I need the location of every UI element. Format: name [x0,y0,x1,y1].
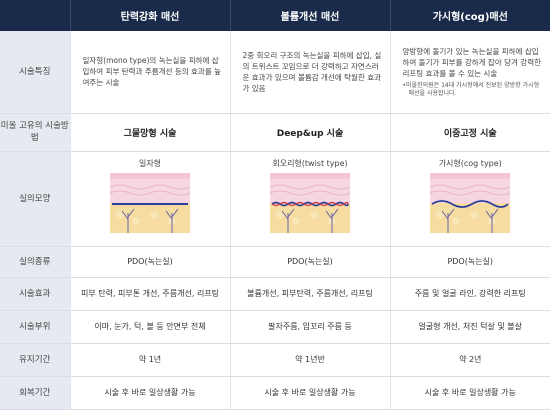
cell-area-1: 이마, 눈가, 턱, 볼 등 안면부 전체 [69,310,230,344]
header-cog-thread: 가시형(cog)매선 [389,0,550,31]
cell-recovery-1: 시술 후 바로 일상생활 가능 [69,376,230,410]
mono-thread-diagram [110,172,190,233]
cell-features-3: 양방향에 돌기가 있는 녹는실을 피하에 삽입하여 돌기가 피부를 강하게 잡아… [389,31,550,114]
row-label-features: 시술특징 [0,31,70,114]
cell-features-2: 2중 회오리 구조의 녹는실을 피하에 삽입, 실의 트위스트 꼬임으로 더 강… [229,31,390,114]
cell-effect-3: 주름 및 얼굴 라인, 강력한 리프팅 [389,277,550,311]
row-label-recovery: 회복기간 [0,376,70,410]
cell-shape-3: 가시형(cog type) [389,151,550,247]
cell-duration-1: 약 1년 [69,343,230,377]
cell-effect-1: 피부 탄력, 피부톤 개선, 주름개선, 리프팅 [69,277,230,311]
cell-method-3: 이중고정 시술 [389,113,550,152]
header-corner [0,0,70,31]
cell-area-2: 팔자주름, 입꼬리 주름 등 [229,310,390,344]
twist-thread-diagram [270,172,350,233]
row-method: 미올 고유의 시술방법 그물망형 시술 Deep&up 시술 이중고정 시술 [0,113,550,152]
row-thread-type: 실의종류 PDO(녹는실) PDO(녹는실) PDO(녹는실) [0,246,550,278]
shape-caption-3: 가시형(cog type) [438,158,502,168]
cell-features-3-text: 양방향에 돌기가 있는 녹는실을 피하에 삽입하여 돌기가 피부를 강하게 잡아… [402,46,542,78]
header-volume-thread: 볼륨개선 매선 [229,0,390,31]
cog-thread-diagram [430,172,511,233]
cell-thread-type-2: PDO(녹는실) [229,246,390,278]
cell-thread-type-1: PDO(녹는실) [69,246,230,278]
row-label-effect: 시술효과 [0,277,70,311]
row-area: 시술부위 이마, 눈가, 턱, 볼 등 안면부 전체 팔자주름, 입꼬리 주름 … [0,310,550,344]
cell-duration-3: 약 2년 [389,343,550,377]
cell-thread-type-3: PDO(녹는실) [389,246,550,278]
row-features: 시술특징 일자형(mono type)의 녹는실을 피하에 삽입하여 피부 탄력… [0,31,550,114]
cell-effect-2: 볼륨개선, 피부탄력, 주름개선, 리프팅 [229,277,390,311]
cell-features-1: 일자형(mono type)의 녹는실을 피하에 삽입하여 피부 탄력과 주름개… [69,31,230,114]
row-recovery: 회복기간 시술 후 바로 일상생활 가능 시술 후 바로 일상생활 가능 시술 … [0,376,550,410]
cell-method-2: Deep&up 시술 [229,113,390,152]
cell-area-3: 얼굴형 개선, 처진 턱살 및 볼살 [389,310,550,344]
cell-shape-1: 일자형 [69,151,230,247]
cell-recovery-2: 시술 후 바로 일상생활 가능 [229,376,390,410]
cell-recovery-3: 시술 후 바로 일상생활 가능 [389,376,550,410]
row-label-thread-type: 실의종류 [0,246,70,278]
row-effect: 시술효과 피부 탄력, 피부톤 개선, 주름개선, 리프팅 볼륨개선, 피부탄력… [0,277,550,311]
features-note: •미올한의원은 14대 가시형에서 진보된 양방향 가시형 매선을 사용합니다. [402,81,540,97]
row-duration: 유지기간 약 1년 약 1년반 약 2년 [0,343,550,377]
row-label-area: 시술부위 [0,310,70,344]
row-label-method: 미올 고유의 시술방법 [0,113,70,152]
header-row: 탄력강화 매선 볼륨개선 매선 가시형(cog)매선 [0,0,550,31]
shape-caption-1: 일자형 [138,158,162,168]
header-elasticity-thread: 탄력강화 매선 [69,0,230,31]
shape-caption-2: 회오리형(twist type) [272,158,348,168]
cell-shape-2: 회오리형(twist type) [229,151,390,247]
row-label-duration: 유지기간 [0,343,70,377]
row-label-shape: 실의모양 [0,151,70,247]
cell-duration-2: 약 1년반 [229,343,390,377]
row-shape: 실의모양 일자형 회오리형(twist type [0,151,550,247]
cell-method-1: 그물망형 시술 [69,113,230,152]
